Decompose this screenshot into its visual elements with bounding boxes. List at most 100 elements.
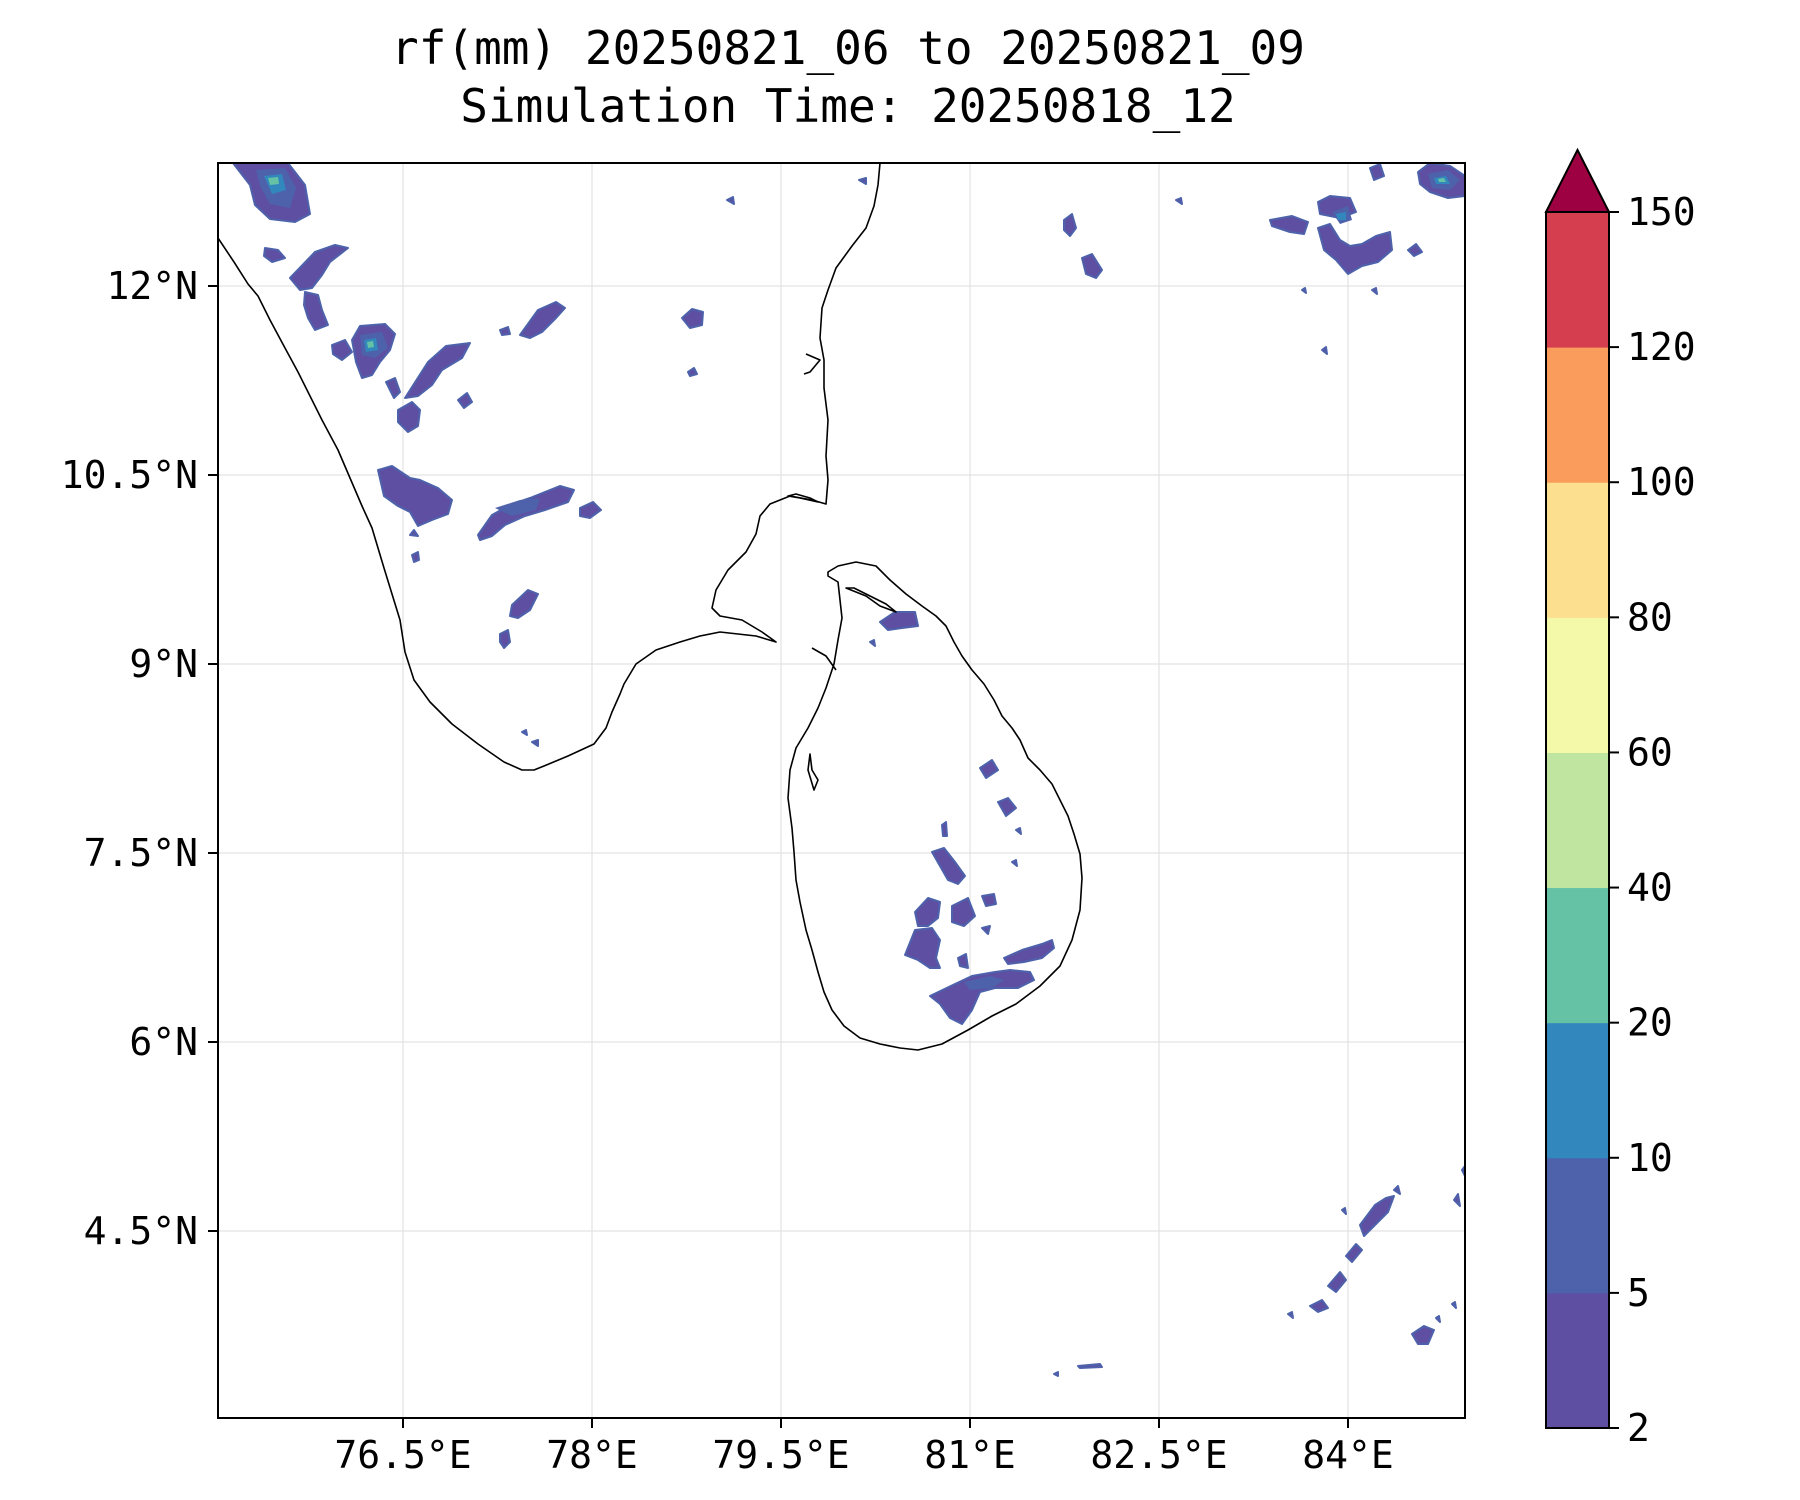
rain-cell — [1369, 163, 1385, 181]
rain-cell — [268, 177, 279, 185]
xtick-label-78e: 78°E — [546, 1433, 638, 1477]
rain-cell — [1359, 1195, 1395, 1237]
rain-cell — [289, 244, 349, 291]
colorbar-extend-arrow — [1544, 147, 1611, 213]
ytick-label-7-5n: 7.5°N — [84, 831, 198, 875]
colorbar-tick-label: 100 — [1627, 460, 1696, 504]
colorbar-segment — [1546, 347, 1609, 483]
xtick-label-84e: 84°E — [1302, 1433, 1394, 1477]
rain-cell — [964, 976, 1004, 990]
rain-cell — [385, 377, 401, 399]
xtick-label-82-5e: 82.5°E — [1090, 1433, 1227, 1477]
rain-cell — [979, 759, 999, 779]
x-axis-ticks — [402, 1418, 1349, 1428]
rain-cells-20-40mm — [268, 177, 1446, 348]
rain-cell — [521, 729, 528, 736]
xtick-label-79-5e: 79.5°E — [712, 1433, 849, 1477]
rain-cell — [1317, 223, 1393, 275]
rain-cell — [1301, 287, 1307, 294]
rain-cell — [1015, 827, 1022, 835]
map-background — [218, 163, 1465, 1418]
india-coastline — [218, 163, 881, 771]
rain-cell — [263, 247, 286, 263]
xtick-label-76-5e: 76.5°E — [334, 1433, 471, 1477]
rain-cell — [397, 401, 421, 433]
rain-cell — [404, 342, 471, 399]
rain-cell — [409, 529, 419, 537]
ytick-label-10-5n: 10.5°N — [61, 453, 198, 497]
rain-cell — [1341, 1207, 1347, 1215]
y-axis-ticks — [208, 285, 218, 1232]
rain-cell — [1345, 1243, 1363, 1263]
rain-cell — [981, 893, 997, 907]
rain-cell — [681, 308, 704, 329]
colorbar-tick-label: 5 — [1627, 1271, 1650, 1315]
rain-cell — [1077, 1363, 1103, 1369]
rain-cell — [1081, 253, 1103, 279]
rain-cell — [377, 465, 453, 527]
rain-cell — [951, 897, 976, 927]
rain-cell — [495, 498, 540, 516]
rain-cell — [1371, 287, 1378, 295]
colorbar-tick-label: 120 — [1627, 325, 1696, 369]
rain-cell — [1053, 1371, 1059, 1377]
rain-cell — [1011, 859, 1018, 867]
rain-cell — [1327, 1271, 1347, 1293]
sri-lanka-coastline — [787, 561, 1083, 1051]
colorbar-tick-label: 150 — [1627, 190, 1696, 234]
colorbar-tick-label: 2 — [1627, 1406, 1650, 1450]
rain-cell — [331, 339, 353, 361]
india-lagoon-islets — [787, 353, 821, 503]
rain-cell — [1411, 1325, 1435, 1345]
rain-cell — [1438, 178, 1446, 182]
colorbar-tick-label: 10 — [1627, 1136, 1673, 1180]
colorbar-tick-label: 20 — [1627, 1001, 1673, 1045]
colorbar-segment — [1546, 887, 1609, 1024]
rain-cell — [1435, 1315, 1441, 1323]
rain-cells-2-5mm — [232, 163, 1465, 1377]
rain-cell — [1063, 213, 1077, 237]
colorbar-tick-label: 80 — [1627, 595, 1673, 639]
rain-cell — [1453, 1193, 1461, 1207]
colorbar-segment — [1546, 1157, 1609, 1294]
rain-cell — [1321, 346, 1328, 355]
rain-cell — [1175, 197, 1183, 205]
ytick-label-6n: 6°N — [129, 1020, 198, 1064]
rain-cell — [411, 551, 420, 563]
rain-cell — [957, 953, 969, 969]
rain-cell — [457, 392, 473, 409]
map-title-line1: rf(mm) 20250821_06 to 20250821_09 — [391, 21, 1305, 75]
map-panel — [217, 162, 1466, 1419]
rain-cell — [531, 739, 539, 747]
rain-cell — [519, 301, 566, 339]
rain-cell — [1393, 1185, 1401, 1195]
map-gridlines — [218, 163, 1465, 1418]
map-frame — [217, 162, 1466, 1419]
colorbar-segment — [1546, 212, 1609, 348]
rain-cell — [904, 927, 941, 969]
colorbar-frame — [1545, 211, 1610, 1429]
rain-cell — [941, 821, 948, 837]
rain-cell — [929, 969, 1035, 1025]
rain-cell — [1336, 212, 1346, 220]
ytick-label-9n: 9°N — [129, 642, 198, 686]
rain-cell — [1451, 1301, 1457, 1309]
rain-cell — [367, 341, 374, 348]
rain-cell — [1287, 1311, 1294, 1319]
colorbar-segment — [1546, 1022, 1609, 1159]
colorbar-tick-label: 40 — [1627, 866, 1673, 910]
rain-cell — [1003, 939, 1055, 965]
rain-cell — [303, 291, 329, 331]
rain-cell — [499, 629, 511, 649]
map-title-line2: Simulation Time: 20250818_12 — [460, 79, 1235, 133]
rain-cell — [858, 177, 867, 185]
colorbar-tick-label: 60 — [1627, 730, 1673, 774]
rain-cell — [931, 847, 966, 885]
rain-contours — [232, 163, 1465, 1377]
rain-cell — [1407, 243, 1423, 257]
rain-cell — [1269, 215, 1309, 235]
sri-lanka-west-lagoon — [807, 753, 819, 791]
sri-lanka-northern-lagoon — [811, 587, 897, 671]
rain-cell — [997, 797, 1017, 817]
